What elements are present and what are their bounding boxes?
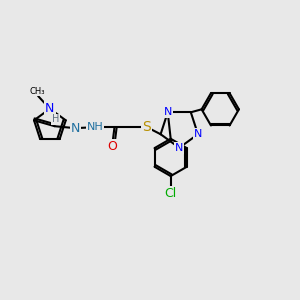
Text: S: S [142,120,151,134]
Text: H: H [52,114,59,124]
Text: O: O [108,140,118,153]
Text: N: N [70,122,80,135]
Text: NH: NH [86,122,103,132]
Text: N: N [194,129,202,139]
Text: N: N [175,143,184,153]
Text: N: N [45,102,55,115]
Text: Cl: Cl [165,187,177,200]
Text: CH₃: CH₃ [29,87,45,96]
Text: N: N [164,107,172,117]
